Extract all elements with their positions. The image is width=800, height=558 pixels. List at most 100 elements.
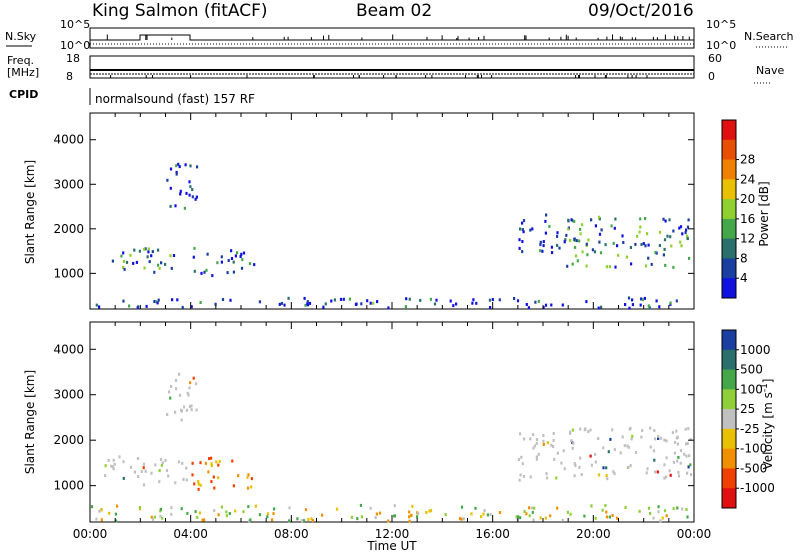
data-cell	[590, 504, 593, 508]
data-cell	[539, 249, 542, 253]
data-cell	[679, 240, 682, 244]
data-cell	[133, 470, 136, 474]
data-cell	[416, 515, 419, 519]
data-cell	[157, 298, 160, 302]
data-cell	[288, 506, 291, 510]
data-cell	[589, 428, 592, 432]
data-cell	[594, 224, 597, 228]
data-cell	[521, 228, 524, 232]
data-cell	[605, 466, 608, 470]
data-cell	[229, 298, 232, 302]
data-cell	[160, 463, 163, 467]
data-cell	[558, 246, 561, 250]
data-cell	[169, 167, 173, 171]
data-cell	[246, 486, 250, 490]
data-cell	[217, 513, 220, 517]
data-cell	[644, 244, 647, 248]
data-cell	[521, 250, 524, 254]
colorbar-swatch	[722, 448, 736, 469]
data-cell	[641, 429, 644, 432]
colorbar-swatch	[722, 278, 736, 299]
nsky-trace	[90, 34, 694, 41]
data-cell	[604, 243, 607, 247]
data-cell	[647, 506, 651, 510]
data-cell	[359, 503, 362, 507]
data-cell	[232, 260, 235, 264]
data-cell	[167, 474, 170, 478]
data-cell	[689, 437, 692, 441]
colorbar-tick-label: 12	[740, 232, 755, 246]
data-cell	[643, 296, 646, 300]
data-cell	[210, 462, 213, 466]
y-tick-label: 2000	[53, 222, 84, 236]
data-cell	[638, 230, 641, 234]
nsky-label: N.Sky	[5, 30, 37, 43]
velocity-panel-axes: 1000 2000 3000 4000 00:00 04:00 08:00 12:00 16:0…	[53, 322, 711, 541]
data-cell	[376, 300, 379, 304]
data-cell	[585, 264, 588, 268]
data-cell	[159, 457, 163, 461]
colorbar-swatch	[722, 409, 736, 430]
data-cell	[574, 464, 577, 468]
data-cell	[154, 300, 157, 304]
data-cell	[675, 299, 678, 303]
data-cell	[188, 386, 191, 390]
data-cell	[652, 449, 656, 453]
data-cell	[179, 192, 182, 196]
data-cell	[475, 301, 478, 305]
data-cell	[645, 471, 648, 475]
data-cell	[324, 302, 327, 306]
colorbar-tick-label: -500	[740, 461, 767, 475]
data-cell	[573, 219, 576, 223]
data-cell	[174, 378, 178, 382]
data-cell	[498, 298, 501, 302]
data-cell	[198, 511, 201, 515]
data-cell	[455, 302, 458, 306]
data-cell	[606, 477, 609, 481]
data-cell	[136, 457, 140, 460]
y-tick-label: 2000	[53, 433, 84, 447]
data-cell	[491, 298, 494, 301]
data-cell	[519, 516, 522, 520]
data-cell	[181, 461, 184, 465]
data-cell	[452, 304, 455, 308]
data-cell	[569, 239, 572, 242]
velocity-panel-data	[90, 372, 693, 523]
data-cell	[100, 508, 103, 512]
data-cell	[545, 472, 548, 476]
data-cell	[150, 471, 153, 475]
data-cell	[542, 240, 545, 244]
data-cell	[95, 517, 98, 521]
data-cell	[539, 240, 542, 244]
freq-traces	[90, 69, 694, 78]
data-cell	[137, 475, 140, 478]
colorbar-swatch	[722, 488, 736, 509]
data-cell	[663, 438, 666, 442]
data-cell	[686, 442, 689, 445]
velocity-xlabel: Time UT	[366, 539, 417, 553]
data-cell	[258, 513, 261, 517]
data-cell	[579, 227, 582, 231]
data-cell	[489, 513, 492, 517]
data-cell	[555, 476, 558, 480]
data-cell	[585, 242, 588, 246]
data-cell	[221, 298, 225, 301]
data-cell	[677, 470, 680, 474]
data-cell	[679, 449, 683, 453]
data-cell	[225, 510, 228, 514]
data-cell	[639, 217, 642, 221]
data-cell	[597, 437, 600, 440]
data-cell	[157, 263, 160, 267]
data-cell	[190, 305, 193, 309]
power-panel-data	[95, 162, 691, 310]
data-cell	[546, 441, 549, 445]
data-cell	[170, 384, 173, 388]
data-cell	[387, 306, 390, 310]
data-cell	[672, 460, 675, 464]
data-cell	[393, 514, 396, 518]
data-cell	[311, 519, 314, 523]
data-cell	[142, 462, 146, 466]
data-cell	[273, 507, 276, 511]
data-cell	[531, 510, 534, 514]
data-cell	[250, 477, 253, 481]
